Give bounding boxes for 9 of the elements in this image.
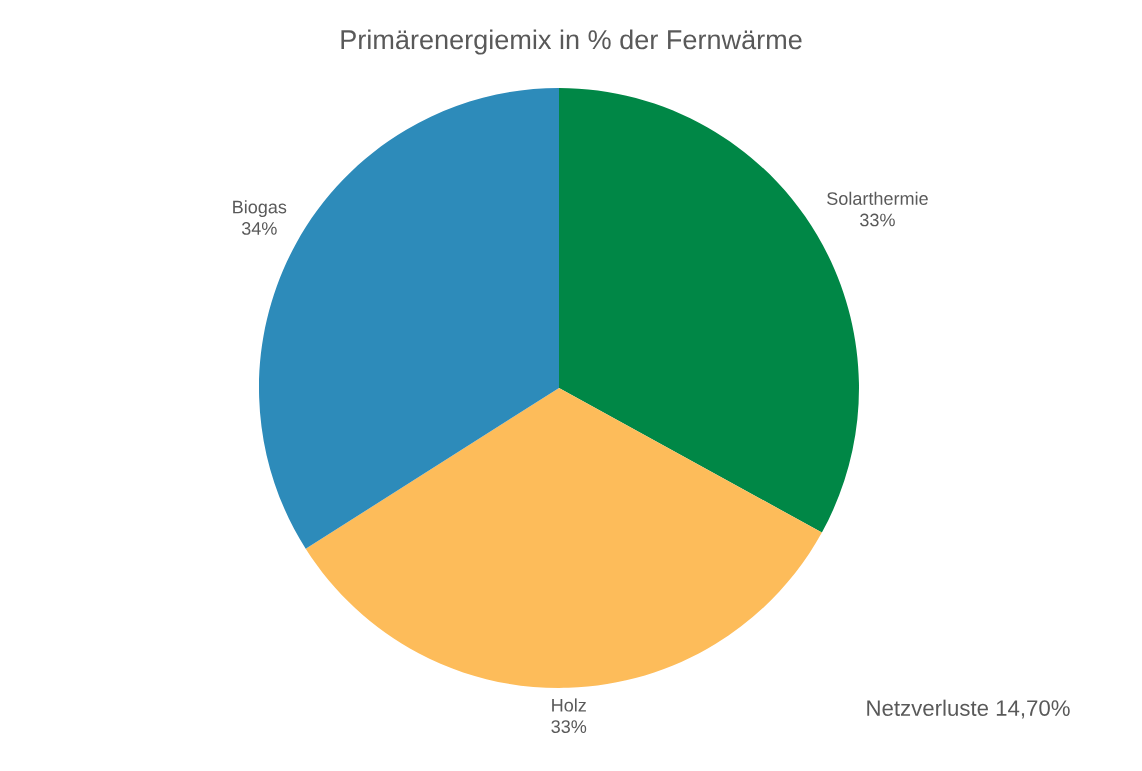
chart-title: Primärenergiemix in % der Fernwärme xyxy=(341,29,802,55)
data-label: 33% xyxy=(860,213,895,227)
data-label: 33% xyxy=(551,720,587,734)
pie-slice xyxy=(305,388,822,688)
text: Netzverluste 14,70% xyxy=(867,699,1070,719)
data-label: 34% xyxy=(241,222,277,235)
slice-label: Biogas xyxy=(233,200,287,217)
slice-label: Solarthermie xyxy=(827,191,928,205)
slice-label: Holz xyxy=(552,698,586,712)
